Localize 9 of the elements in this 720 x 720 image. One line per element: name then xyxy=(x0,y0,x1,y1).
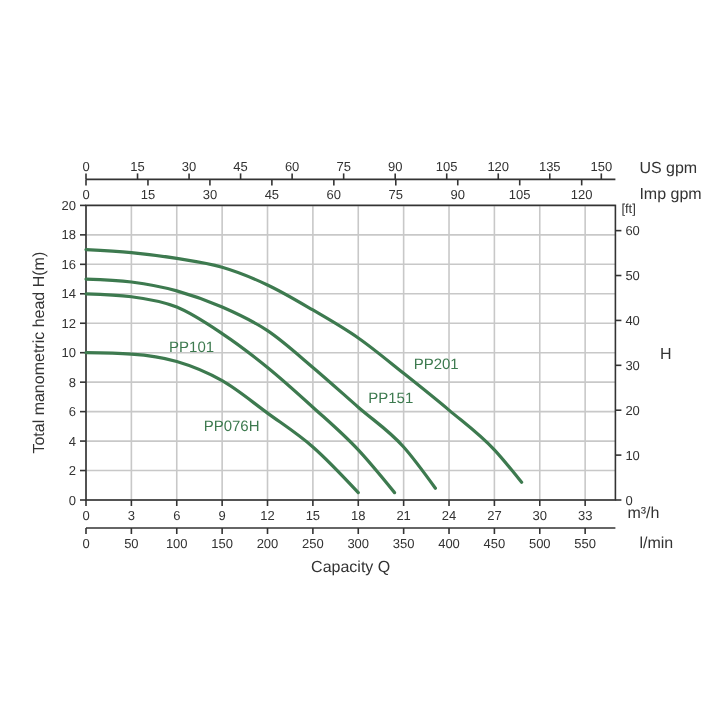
y2-axis-title: H xyxy=(660,344,672,363)
line-series xyxy=(84,247,524,484)
text: m³/h xyxy=(627,504,660,522)
line-series xyxy=(84,351,360,495)
x-axis-title: Capacity Q xyxy=(311,558,391,576)
text: Imp gpm xyxy=(639,185,703,204)
text: l/min xyxy=(639,534,674,552)
x2-axis-title: US gpm xyxy=(639,159,698,178)
y-axis-title: Total manometric head H(m) xyxy=(30,251,48,454)
